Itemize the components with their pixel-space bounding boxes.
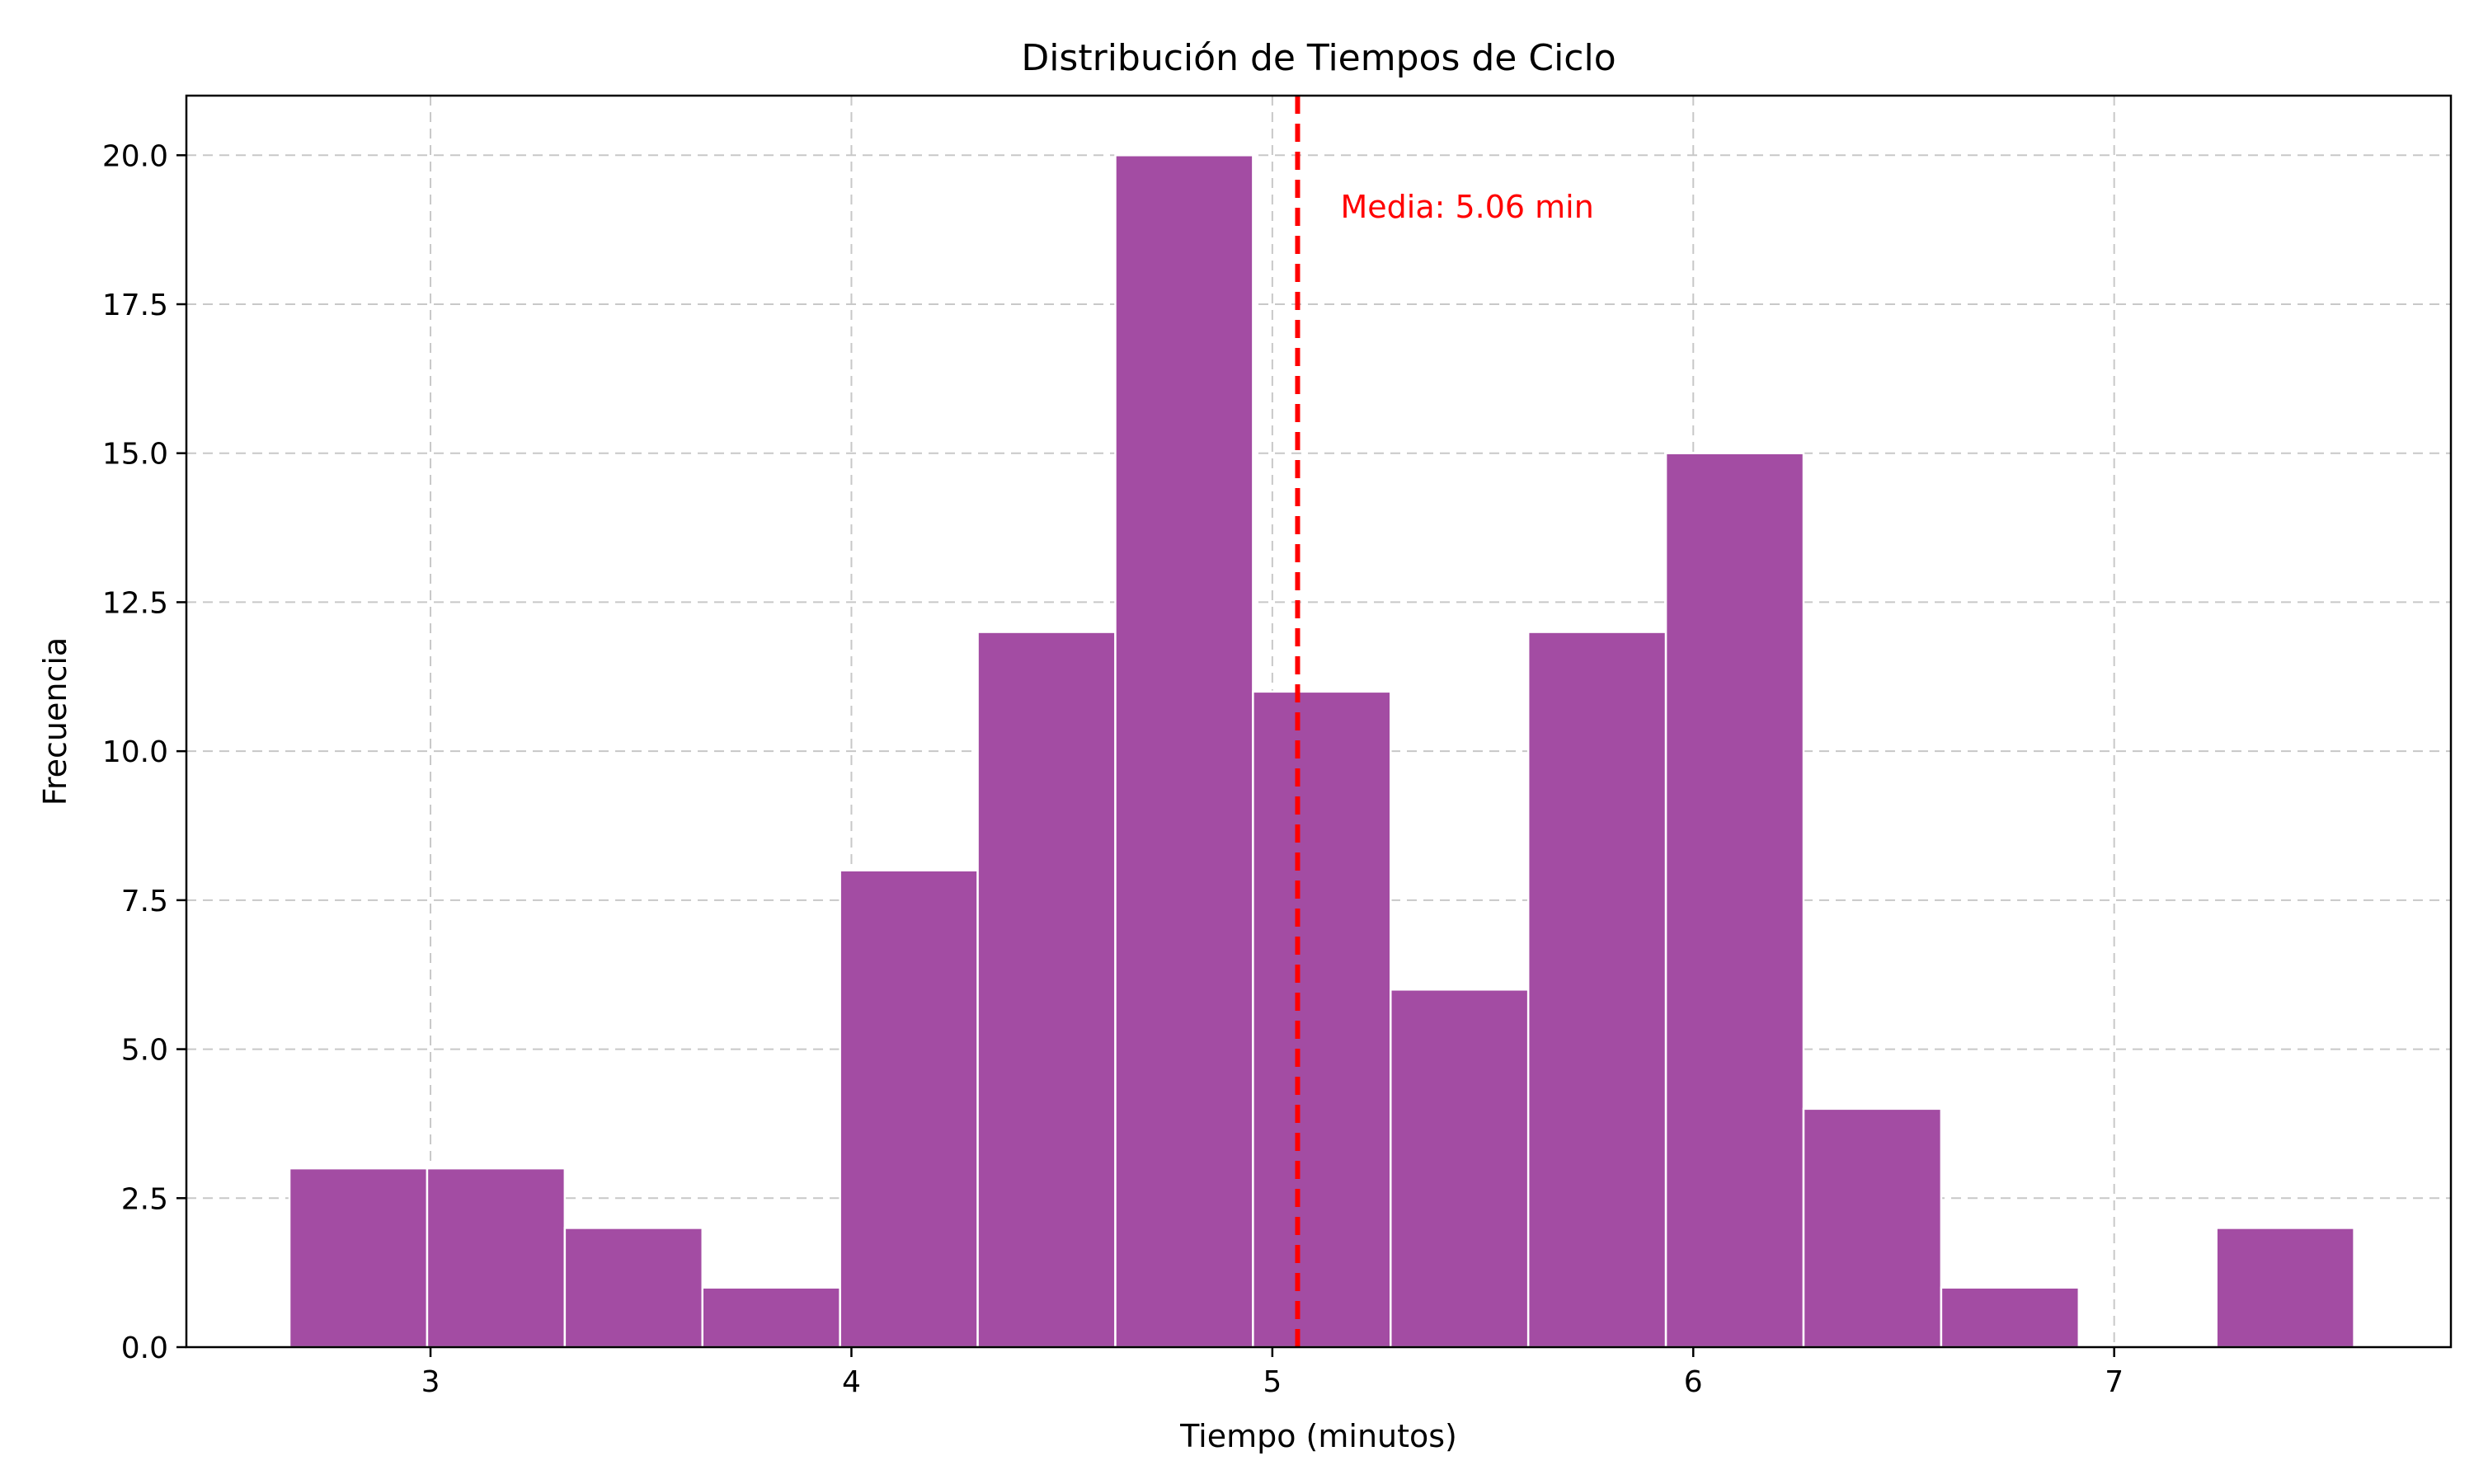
x-tick-label: 5 [1263,1365,1282,1399]
x-axis-label: Tiempo (minutos) [1179,1418,1457,1454]
x-tick-label: 4 [842,1365,861,1399]
x-tick-label: 6 [1684,1365,1703,1399]
axis-ticks: 3 4 5 6 7 0.0 2.5 5.0 7.5 10.0 12.5 15.0 17.5 20.0 [102,139,2124,1399]
histogram-bar [1390,989,1530,1349]
chart-title: Distribución de Tiempos de Ciclo [1021,37,1616,79]
y-axis-label: Frecuencia [37,637,73,805]
y-tick-label: 0.0 [121,1331,168,1365]
y-tick-label: 20.0 [102,139,168,173]
y-tick-label: 2.5 [121,1182,168,1216]
mean-annotation: Media: 5.06 min [1340,189,1593,225]
y-tick-label: 5.0 [121,1034,168,1068]
histogram-bar [701,1286,841,1349]
y-tick-label: 12.5 [102,586,168,620]
x-tick-label: 7 [2105,1365,2124,1399]
x-tick-label: 3 [421,1365,440,1399]
histogram-bar [288,1167,429,1349]
histogram-bar [1802,1107,1943,1349]
histogram-bar [563,1227,704,1349]
histogram-bars [288,154,2355,1349]
y-tick-label: 7.5 [121,885,168,918]
histogram-bar [839,869,979,1349]
y-tick-label: 15.0 [102,438,168,472]
plot-frame [185,94,2453,1349]
histogram-bar [2215,1227,2355,1349]
histogram-bar [426,1167,567,1349]
mean-marker: Media: 5.06 min [1295,96,1594,1347]
histogram-bar [1114,154,1254,1349]
histogram-bar [976,631,1117,1349]
histogram-bar [1664,452,1805,1349]
y-tick-label: 10.0 [102,735,168,769]
y-tick-label: 17.5 [102,289,168,322]
histogram-bar [1526,631,1667,1349]
histogram-bar [1940,1286,2081,1349]
histogram-bar [1252,690,1392,1349]
